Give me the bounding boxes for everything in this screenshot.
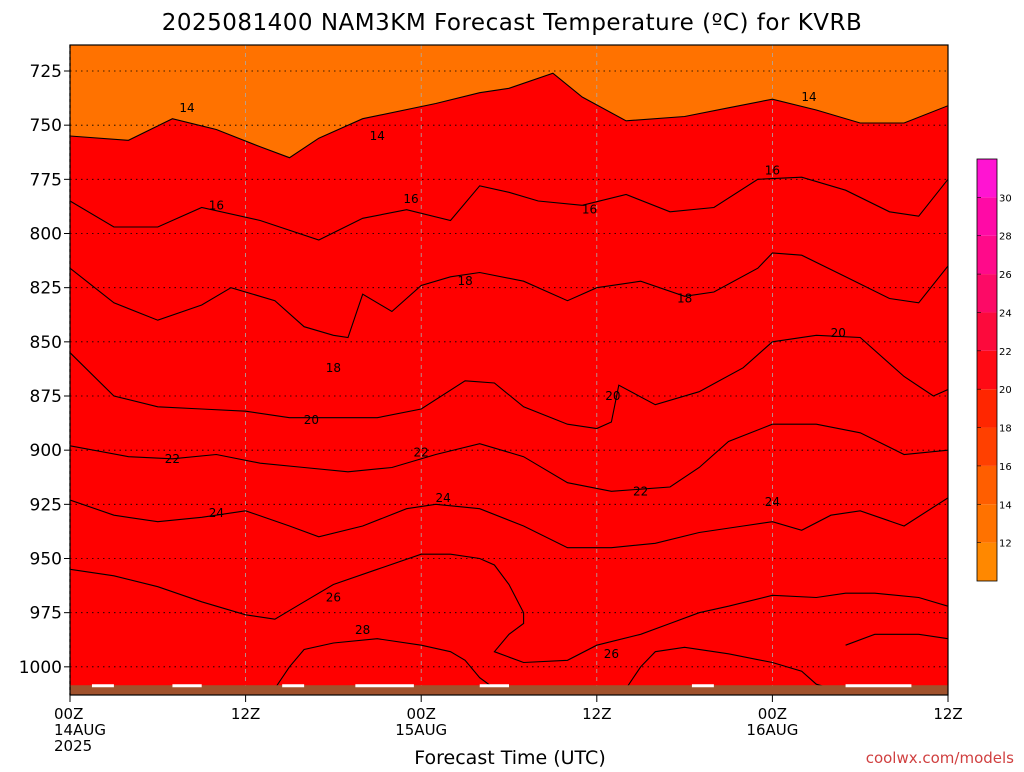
chart-title: 2025081400 NAM3KM Forecast Temperature (… [162,10,863,36]
colorbar-swatch-3 [977,427,997,466]
terrain-gap-2 [282,684,305,688]
isotherm-label-24-5-1: 24 [436,491,451,505]
y-tick-label-750: 750 [30,116,62,136]
colorbar-swatch-2 [977,465,997,505]
band-above-26-9 [845,634,948,695]
x-tick-label-12-0: 12Z [231,705,260,723]
colorbar-label-28: 28 [999,232,1012,243]
colorbar-swatch-8 [977,235,997,275]
y-tick-label-1000: 1000 [19,658,62,678]
terrain-gap-5 [691,684,714,688]
isotherm-label-22-4-1: 22 [414,445,429,459]
y-tick-label-950: 950 [30,550,62,570]
y-axis: 725 750 775 800 825 850 875 900 925 950 975 1000 [19,62,70,678]
isotherm-28-8 [625,646,832,690]
colorbar-swatch-7 [977,274,997,313]
terrain-ground [70,685,948,695]
isotherm-26-9 [845,633,948,646]
colorbar-swatch-6 [977,312,997,351]
x-tick-label-0-1: 14AUG [54,721,106,739]
colorbar-label-18: 18 [999,424,1012,435]
y-tick-label-825: 825 [30,279,62,299]
terrain-gap-3 [355,684,414,688]
colorbar-swatch-1 [977,504,997,543]
credit-link[interactable]: coolwx.com/models [866,749,1014,767]
isotherm-label-20-3-0: 20 [304,413,319,427]
isotherm-label-18-2-1: 18 [457,274,472,288]
isotherm-label-16-1-2: 16 [582,203,597,217]
y-tick-label-925: 925 [30,495,62,515]
colorbar-swatch-0 [977,542,997,581]
colorbar-label-12: 12 [999,539,1012,550]
isotherm-labels: 14 14 14 16 16 16 16 18 18 18 20 20 20 22 22 22 24 24 24 26… [165,90,846,661]
x-tick-label-0-2: 2025 [54,737,92,755]
isotherm-label-28-7-0: 28 [355,623,370,637]
x-axis-label: Forecast Time (UTC) [414,747,605,768]
isotherm-label-18-2-0: 18 [326,361,341,375]
isotherm-label-22-4-0: 22 [165,452,180,466]
y-tick-label-975: 975 [30,604,62,624]
colorbar-frame [976,158,998,582]
colorbar-label-26: 26 [999,270,1012,281]
y-tick-label-725: 725 [30,62,62,82]
x-tick-label-0-0: 00Z [54,705,83,723]
grid [70,45,948,695]
isotherm-22-4 [70,423,948,492]
x-tick-label-48-1: 16AUG [746,721,798,739]
isotherm-26-6 [70,553,948,664]
colorbar-label-20: 20 [999,385,1012,396]
colorbar-label-16: 16 [999,462,1012,473]
isotherm-24-5 [70,497,948,549]
plot-area: 14 14 14 16 16 16 16 18 18 18 20 20 20 22 22 22 24 24 24 26… [19,44,963,755]
isotherm-label-16-1-0: 16 [209,198,224,212]
terrain-gap-6 [845,684,912,688]
isotherm-16-1 [70,176,948,241]
isotherm-label-14-0-2: 14 [801,90,816,104]
colorbar-label-24: 24 [999,308,1012,319]
x-tick-label-24-0: 00Z [407,705,436,723]
isotherm-14-0 [70,72,948,159]
band-above-28-8 [626,647,831,695]
isotherm-label-24-5-2: 24 [765,495,780,509]
x-tick-label-60-0: 12Z [933,705,962,723]
colorbar-swatch-4 [977,389,997,428]
y-tick-label-775: 775 [30,170,62,190]
x-tick-label-48-0: 00Z [758,705,787,723]
terrain-gap-4 [479,684,509,688]
y-tick-label-850: 850 [30,333,62,353]
colorbar-swatch-9 [977,197,997,236]
x-tick-label-36-0: 12Z [582,705,611,723]
colorbar-swatch-5 [977,350,997,390]
terrain-gap-1 [172,684,202,688]
colorbar-swatch-10 [977,159,997,198]
isotherm-20-3 [70,334,948,430]
y-tick-label-875: 875 [30,387,62,407]
isotherm-18-2 [70,252,948,339]
isotherms [70,72,948,690]
colorbar-label-14: 14 [999,500,1012,511]
isotherm-label-22-4-2: 22 [633,484,648,498]
isotherm-label-26-6-0: 26 [326,591,341,605]
y-tick-label-900: 900 [30,441,62,461]
x-tick-label-24-1: 15AUG [395,721,447,739]
y-tick-label-800: 800 [30,225,62,245]
isotherm-label-16-1-1: 16 [403,192,418,206]
isotherm-label-14-0-0: 14 [179,101,194,115]
isotherm-label-14-0-1: 14 [370,129,385,143]
isotherm-label-16-1-3: 16 [765,164,780,178]
isotherm-label-26-6-1: 26 [604,647,619,661]
isotherm-label-24-5-0: 24 [209,506,224,520]
temperature-bands [70,45,948,695]
colorbar: 12 14 16 18 20 22 24 26 28 30 [976,158,1012,582]
colorbar-label-22: 22 [999,347,1012,358]
colorbar-label-30: 30 [999,193,1012,204]
isotherm-label-20-3-2: 20 [831,326,846,340]
isotherm-label-18-2-2: 18 [677,292,692,306]
terrain-gap-0 [91,684,114,688]
isotherm-label-20-3-1: 20 [605,389,620,403]
isotherm-28-7 [274,638,495,689]
